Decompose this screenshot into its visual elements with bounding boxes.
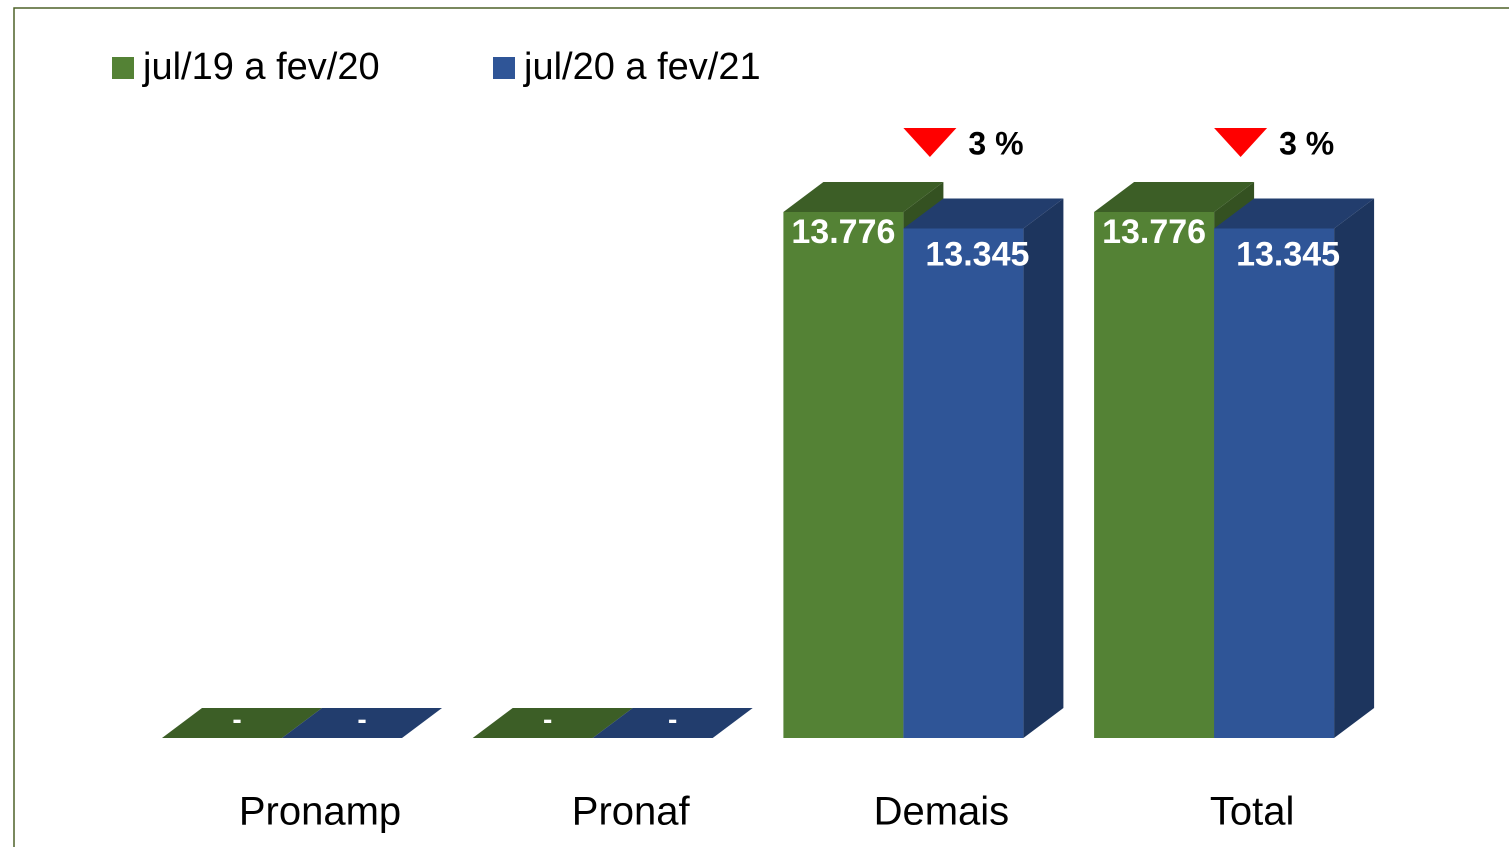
data-label: 13.345 bbox=[925, 235, 1029, 273]
bar-front bbox=[1094, 212, 1215, 738]
bar-top bbox=[903, 198, 1064, 229]
bar-front bbox=[1214, 228, 1335, 738]
data-label: - bbox=[357, 703, 366, 734]
bar-side bbox=[1023, 198, 1064, 738]
data-label: - bbox=[668, 703, 677, 734]
bar-top bbox=[472, 708, 633, 738]
legend-swatch bbox=[493, 57, 515, 79]
change-arrow bbox=[903, 128, 957, 157]
bar-top bbox=[783, 182, 944, 212]
bar-top bbox=[282, 708, 442, 738]
bar bbox=[472, 708, 633, 738]
x-tick-label: Demais bbox=[874, 790, 1010, 834]
data-label: 13.345 bbox=[1236, 235, 1340, 273]
bar bbox=[1214, 198, 1375, 738]
data-label: - bbox=[232, 703, 241, 734]
bar-top bbox=[1214, 198, 1375, 229]
annotation: 3 % bbox=[1279, 125, 1334, 161]
legend-swatch bbox=[112, 57, 134, 79]
x-tick-label: Total bbox=[1210, 790, 1295, 834]
bar bbox=[282, 708, 442, 738]
bar-side bbox=[1334, 198, 1375, 738]
bar bbox=[592, 708, 753, 738]
chart-frame bbox=[13, 7, 1509, 847]
bar-front bbox=[783, 212, 904, 738]
bar-top bbox=[592, 708, 753, 738]
bar bbox=[903, 198, 1064, 738]
data-label: - bbox=[543, 703, 552, 734]
bar-top bbox=[162, 708, 322, 738]
x-tick-label: Pronamp bbox=[239, 790, 401, 834]
legend-label: jul/19 a fev/20 bbox=[142, 46, 380, 88]
data-label: 13.776 bbox=[1102, 213, 1206, 251]
data-label: 13.776 bbox=[791, 213, 895, 251]
bar-front bbox=[903, 228, 1024, 738]
x-tick-label: Pronaf bbox=[572, 790, 691, 834]
bar-top bbox=[1094, 182, 1255, 212]
legend-label: jul/20 a fev/21 bbox=[523, 46, 761, 88]
change-arrow bbox=[1214, 128, 1268, 157]
bar bbox=[162, 708, 322, 738]
annotation: 3 % bbox=[968, 125, 1023, 161]
